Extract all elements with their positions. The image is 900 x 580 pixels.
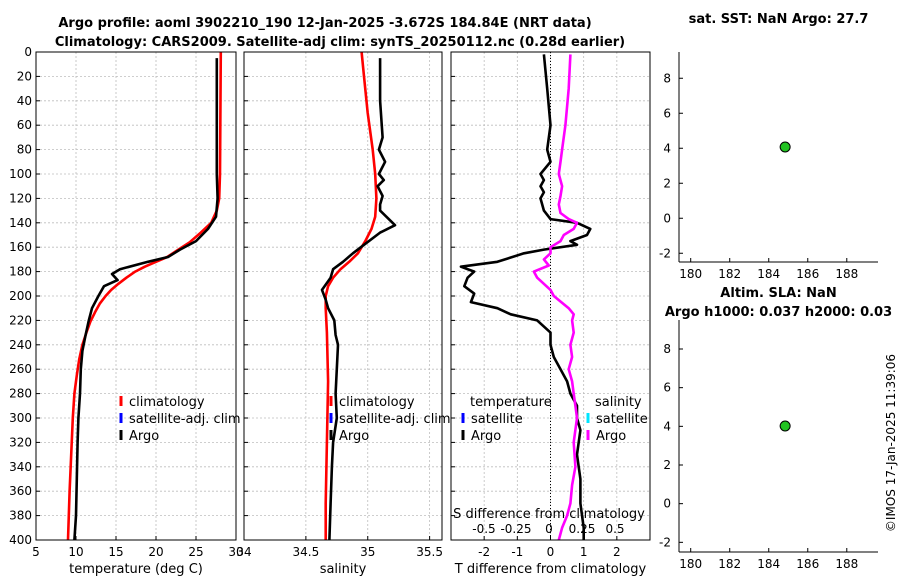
y-tick-label: 180 (9, 265, 32, 279)
y-tick-label: 100 (9, 167, 32, 181)
legend-label-s-argo: Argo (596, 429, 626, 444)
x-tick-label: 35 (360, 545, 375, 559)
map-y-tick-label: 8 (663, 342, 671, 356)
imos-timestamp: ©IMOS 17-Jan-2025 11:39:06 (884, 354, 898, 532)
y-tick-label: 220 (9, 313, 32, 327)
series-line-1 (73, 58, 219, 541)
y-tick-label: 260 (9, 362, 32, 376)
top-tick-label: 0 (545, 522, 553, 536)
legend-label-t-argo: Argo (471, 429, 501, 444)
x-axis-label: temperature (deg C) (69, 562, 203, 577)
map-y-tick-label: 4 (663, 419, 671, 433)
legend-label-climatology: climatology (339, 395, 415, 410)
series-line-0 (459, 54, 592, 540)
y-tick-label: 200 (9, 289, 32, 303)
sla-map-panel: Altim. SLA: NaN Argo h1000: 0.037 h2000: … (659, 286, 892, 571)
x-tick-label: 20 (148, 545, 163, 559)
map-x-tick-label: 182 (718, 267, 741, 281)
map-y-tick-label: -2 (659, 246, 671, 260)
map-y-tick-label: 6 (663, 106, 671, 120)
legend-label-argo: Argo (339, 429, 369, 444)
y-tick-label: 320 (9, 435, 32, 449)
top-tick-label: 0.25 (569, 522, 596, 536)
y-tick-label: 340 (9, 460, 32, 474)
sst-map-panel: sat. SST: NaN Argo: 27.7 -2 0 2 4 6 8 180 182 184… (659, 12, 878, 281)
y-tick-label: 20 (17, 69, 32, 83)
figure-title-line2: Climatology: CARS2009. Satellite-adj cli… (55, 35, 625, 50)
top-tick-label: -0.25 (500, 522, 531, 536)
map-x-tick-label: 184 (757, 557, 780, 571)
difference-panel: -2 -1 0 1 2 T difference from climatology temp… (450, 51, 651, 577)
map-x-tick-label: 182 (718, 557, 741, 571)
x-tick-label: 25 (188, 545, 203, 559)
x-tick-label: 2 (613, 545, 621, 559)
map-x-tick-label: 186 (796, 557, 819, 571)
legend-title-salinity: salinity (595, 395, 642, 410)
x-tick-label: 10 (68, 545, 83, 559)
x-tick-label: 34.5 (293, 545, 320, 559)
y-tick-label: 120 (9, 191, 32, 205)
legend-label-satellite: satellite-adj. clim (339, 412, 451, 427)
legend-label-climatology: climatology (129, 395, 205, 410)
temperature-panel: 5 10 15 20 25 3002040608010012014016018020022… (9, 45, 244, 577)
map-title: sat. SST: NaN Argo: 27.7 (689, 12, 869, 27)
map-y-tick-label: 0 (663, 211, 671, 225)
y-tick-label: 280 (9, 387, 32, 401)
top-tick-label: -0.5 (472, 522, 495, 536)
x-tick-label: 30 (228, 545, 243, 559)
y-tick-label: 300 (9, 411, 32, 425)
map-subtitle: Argo h1000: 0.037 h2000: 0.03 (665, 305, 892, 320)
map-x-tick-label: 186 (796, 267, 819, 281)
top-tick-label: 0.5 (605, 522, 624, 536)
figure-title-line1: Argo profile: aoml 3902210_190 12-Jan-20… (58, 16, 591, 31)
map-x-tick-label: 180 (679, 557, 702, 571)
y-tick-label: 360 (9, 484, 32, 498)
salinity-panel: 34 34.5 35 35.5 salinity climatology satellite… (236, 51, 451, 577)
series-line-0 (324, 51, 378, 540)
x-tick-label: 34 (236, 545, 251, 559)
map-x-tick-label: 184 (757, 267, 780, 281)
legend-title-temperature: temperature (470, 395, 552, 410)
x-tick-label: -2 (478, 545, 490, 559)
x-tick-label: 0 (547, 545, 555, 559)
y-tick-label: 80 (17, 143, 32, 157)
y-tick-label: 240 (9, 338, 32, 352)
legend-label-satellite: satellite-adj. clim (129, 412, 241, 427)
y-tick-label: 160 (9, 240, 32, 254)
series-line-1 (320, 58, 397, 541)
x-tick-label: 15 (108, 545, 123, 559)
map-title: Altim. SLA: NaN (720, 286, 836, 301)
map-y-tick-label: 4 (663, 141, 671, 155)
series-line-1 (532, 54, 579, 541)
map-y-tick-label: 2 (663, 458, 671, 472)
legend-label-t-satellite: satellite (471, 412, 523, 427)
y-tick-label: 40 (17, 94, 32, 108)
y-tick-label: 60 (17, 118, 32, 132)
y-tick-label: 0 (24, 45, 32, 59)
profile-location-marker (779, 420, 791, 432)
map-x-tick-label: 188 (835, 557, 858, 571)
profile-location-marker (779, 141, 791, 153)
map-x-tick-label: 180 (679, 267, 702, 281)
map-y-tick-label: 6 (663, 381, 671, 395)
series-line-0 (66, 51, 223, 541)
x-tick-label: 1 (580, 545, 588, 559)
map-x-tick-label: 188 (835, 267, 858, 281)
y-tick-label: 140 (9, 216, 32, 230)
x-tick-label: 5 (32, 545, 40, 559)
x-axis-label: T difference from climatology (454, 562, 647, 577)
x-tick-label: 35.5 (416, 545, 443, 559)
legend-label-s-satellite: satellite (596, 412, 648, 427)
map-y-tick-label: -2 (659, 535, 671, 549)
x-axis-label: salinity (320, 562, 367, 577)
y-tick-label: 400 (9, 533, 32, 547)
y-tick-label: 380 (9, 509, 32, 523)
map-y-tick-label: 8 (663, 71, 671, 85)
legend-label-argo: Argo (129, 429, 159, 444)
top-axis-label: S difference from climatology (453, 507, 645, 522)
x-tick-label: -1 (511, 545, 523, 559)
map-y-tick-label: 0 (663, 497, 671, 511)
map-y-tick-label: 2 (663, 176, 671, 190)
